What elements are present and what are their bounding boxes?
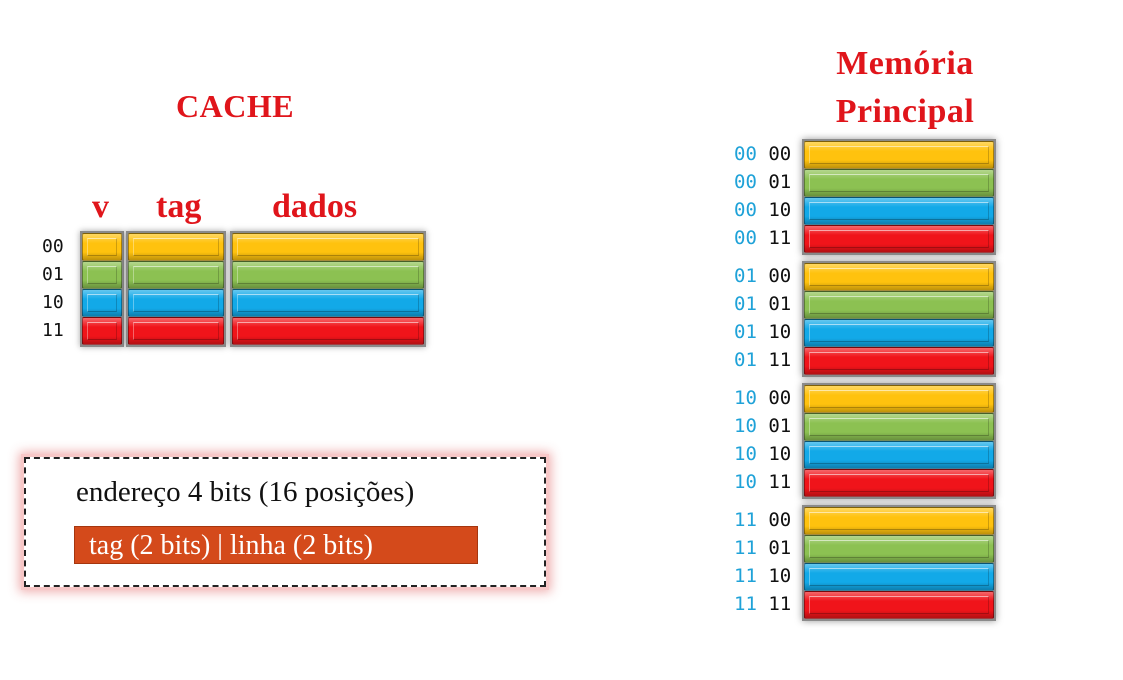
- memory-address-label: 01 01: [734, 293, 791, 315]
- address-tag-bits: 00: [734, 143, 757, 165]
- cache-title: CACHE: [176, 88, 295, 124]
- cache-line-index: 00: [42, 236, 64, 257]
- cache-tag-cell: [128, 317, 224, 345]
- cache-data-cell: [232, 317, 424, 345]
- address-description: endereço 4 bits (16 posições): [76, 476, 415, 508]
- address-line-bits: 01: [756, 171, 792, 193]
- cache-line-index: 10: [42, 292, 64, 313]
- memory-block-cell: [804, 197, 994, 225]
- memory-block-cell: [804, 535, 994, 563]
- address-line-bits: 00: [756, 509, 792, 531]
- memory-title: Memória Principal: [800, 40, 1010, 136]
- address-tag-bits: 10: [734, 471, 757, 493]
- memory-block-cell: [804, 263, 994, 291]
- address-line-bits: 10: [756, 565, 792, 587]
- address-format-box: [24, 457, 546, 587]
- memory-block-cell: [804, 225, 994, 253]
- address-tag-bits: 01: [734, 265, 757, 287]
- address-line-bits: 01: [756, 537, 792, 559]
- memory-address-label: 10 00: [734, 387, 791, 409]
- cache-data-cell: [232, 261, 424, 289]
- address-tag-bits: 10: [734, 387, 757, 409]
- memory-title-line2: Principal: [835, 93, 975, 130]
- memory-address-label: 10 11: [734, 471, 791, 493]
- address-line-bits: 10: [756, 443, 792, 465]
- memory-address-label: 10 10: [734, 443, 791, 465]
- memory-block-cell: [804, 563, 994, 591]
- memory-block-cell: [804, 441, 994, 469]
- address-line-bits: 00: [756, 143, 792, 165]
- memory-block-cell: [804, 385, 994, 413]
- memory-address-label: 00 01: [734, 171, 791, 193]
- address-tag-bits: 10: [734, 443, 757, 465]
- col-header-dados: dados: [272, 188, 358, 225]
- address-line-bits: 11: [756, 471, 792, 493]
- memory-address-label: 00 11: [734, 227, 791, 249]
- cache-line-index: 11: [42, 320, 64, 341]
- cache-data-cell: [232, 233, 424, 261]
- memory-address-label: 11 00: [734, 509, 791, 531]
- memory-address-label: 00 10: [734, 199, 791, 221]
- address-tag-bits: 10: [734, 415, 757, 437]
- memory-block-cell: [804, 141, 994, 169]
- memory-block-cell: [804, 319, 994, 347]
- address-format-bar: tag (2 bits) | linha (2 bits): [74, 526, 478, 564]
- cache-valid-cell: [82, 261, 122, 289]
- memory-block-cell: [804, 291, 994, 319]
- address-tag-bits: 01: [734, 321, 757, 343]
- address-line-bits: 01: [756, 293, 792, 315]
- address-tag-bits: 00: [734, 171, 757, 193]
- memory-address-label: 00 00: [734, 143, 791, 165]
- memory-block-cell: [804, 413, 994, 441]
- address-tag-bits: 11: [734, 509, 757, 531]
- address-tag-bits: 00: [734, 199, 757, 221]
- col-header-v: v: [92, 188, 109, 225]
- memory-address-label: 11 01: [734, 537, 791, 559]
- memory-block-cell: [804, 347, 994, 375]
- cache-valid-cell: [82, 317, 122, 345]
- memory-address-label: 11 11: [734, 593, 791, 615]
- address-tag-bits: 11: [734, 593, 757, 615]
- memory-address-label: 01 00: [734, 265, 791, 287]
- cache-valid-cell: [82, 289, 122, 317]
- address-line-bits: 10: [756, 199, 792, 221]
- memory-block-cell: [804, 169, 994, 197]
- cache-data-cell: [232, 289, 424, 317]
- address-line-bits: 00: [756, 387, 792, 409]
- col-header-tag: tag: [156, 188, 202, 225]
- address-line-bits: 11: [756, 593, 792, 615]
- address-tag-bits: 01: [734, 349, 757, 371]
- cache-tag-cell: [128, 289, 224, 317]
- memory-block-cell: [804, 591, 994, 619]
- address-line-bits: 01: [756, 415, 792, 437]
- address-line-bits: 11: [756, 227, 792, 249]
- cache-line-index: 01: [42, 264, 64, 285]
- cache-tag-cell: [128, 233, 224, 261]
- memory-address-label: 10 01: [734, 415, 791, 437]
- memory-block-cell: [804, 507, 994, 535]
- cache-valid-cell: [82, 233, 122, 261]
- memory-block-cell: [804, 469, 994, 497]
- address-line-bits: 00: [756, 265, 792, 287]
- address-line-bits: 11: [756, 349, 792, 371]
- memory-address-label: 01 11: [734, 349, 791, 371]
- address-tag-bits: 00: [734, 227, 757, 249]
- address-tag-bits: 11: [734, 537, 757, 559]
- address-line-bits: 10: [756, 321, 792, 343]
- cache-tag-cell: [128, 261, 224, 289]
- memory-address-label: 11 10: [734, 565, 791, 587]
- address-tag-bits: 01: [734, 293, 757, 315]
- memory-address-label: 01 10: [734, 321, 791, 343]
- memory-title-line1: Memória: [836, 45, 974, 82]
- address-tag-bits: 11: [734, 565, 757, 587]
